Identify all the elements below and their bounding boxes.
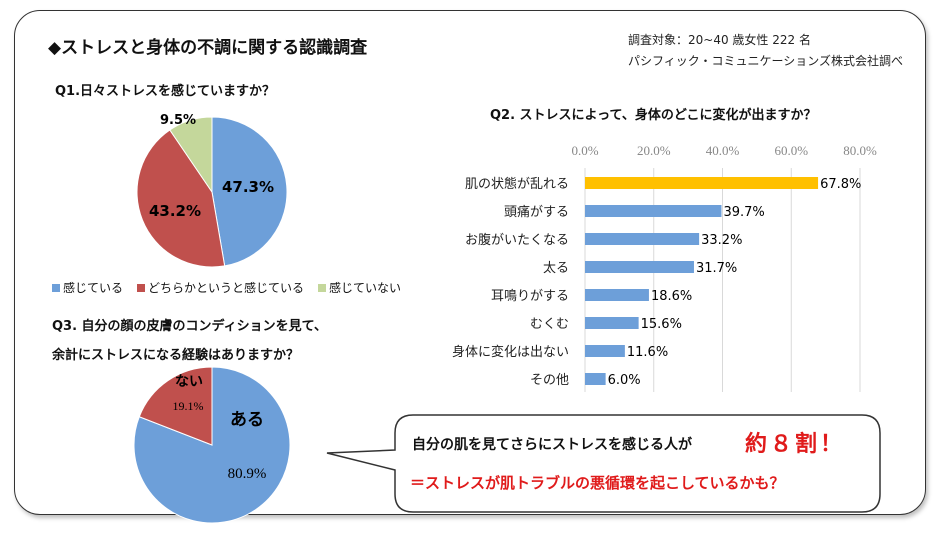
q3-title-line2: 余計にストレスになる経験はありますか？ bbox=[52, 348, 300, 363]
category-label: 耳鳴りがする bbox=[491, 289, 569, 304]
bar-value-label: 18.6% bbox=[651, 289, 692, 304]
slice-label: 9.5% bbox=[160, 113, 196, 128]
bar-value-label: 39.7% bbox=[723, 205, 764, 220]
slice-label: 43.2% bbox=[149, 202, 201, 220]
axis-tick-label: 0.0% bbox=[571, 143, 598, 158]
q1-title: Q1.日々ストレスを感じていますか？ bbox=[55, 84, 276, 99]
callout-line1: 自分の肌を見てさらにストレスを感じる人が bbox=[412, 437, 692, 453]
survey-target: 調査対象：20~40 歳女性 222 名 bbox=[628, 33, 811, 47]
bar bbox=[585, 177, 819, 189]
q1-legend: 感じている どちらかというと感じている 感じていない bbox=[52, 279, 401, 296]
slice-category-label: ない bbox=[175, 374, 203, 390]
slice-label: 80.9% bbox=[228, 466, 267, 482]
category-label: 肌の状態が乱れる bbox=[465, 176, 569, 192]
page-title: ◆ストレスと身体の不調に関する認識調査 bbox=[48, 38, 368, 58]
legend-label: 感じている bbox=[63, 281, 124, 295]
axis-tick-label: 80.0% bbox=[843, 143, 877, 158]
category-label: 身体に変化は出ない bbox=[452, 344, 569, 360]
q3-title-line1: Q3. 自分の顔の皮膚のコンディションを見て、 bbox=[52, 319, 328, 334]
legend-item: 感じていない bbox=[318, 279, 401, 296]
bar bbox=[585, 345, 625, 357]
bar bbox=[585, 233, 700, 245]
bar-value-label: 6.0% bbox=[608, 373, 641, 388]
pie-slice bbox=[138, 366, 213, 446]
axis-tick-label: 20.0% bbox=[637, 143, 671, 158]
pie-slice bbox=[136, 129, 226, 268]
axis-tick-label: 60.0% bbox=[774, 143, 808, 158]
category-label: 太る bbox=[543, 261, 569, 276]
bar bbox=[585, 317, 639, 329]
bar bbox=[585, 289, 649, 301]
category-label: その他 bbox=[530, 373, 569, 388]
bar-value-label: 11.6% bbox=[627, 345, 668, 360]
bar-value-label: 15.6% bbox=[641, 317, 682, 332]
survey-source: パシフィック・コミュニケーションズ株式会社調べ bbox=[628, 54, 904, 68]
bar-value-label: 67.8% bbox=[820, 177, 861, 192]
bar bbox=[585, 261, 694, 273]
callout-line2: ＝ストレスが肌トラブルの悪循環を起こしているかも？ bbox=[410, 474, 785, 492]
legend-label: 感じていない bbox=[329, 281, 402, 295]
bar bbox=[585, 205, 722, 217]
pie-slice bbox=[211, 116, 288, 267]
slice-category-label: ある bbox=[230, 410, 264, 430]
legend-item: 感じている bbox=[52, 279, 123, 296]
q2-title: Q2. ストレスによって、身体のどこに変化が出ますか？ bbox=[490, 108, 817, 123]
legend-item: どちらかというと感じている bbox=[137, 279, 304, 296]
legend-swatch bbox=[52, 284, 60, 292]
slice-label: 47.3% bbox=[222, 178, 274, 196]
legend-label: どちらかというと感じている bbox=[148, 281, 305, 295]
category-label: お腹がいたくなる bbox=[465, 232, 569, 248]
legend-swatch bbox=[318, 284, 327, 292]
callout-bubble bbox=[326, 414, 881, 513]
bar-value-label: 33.2% bbox=[701, 233, 742, 248]
pie-slice bbox=[169, 116, 213, 194]
category-label: むくむ bbox=[530, 317, 569, 332]
bar bbox=[585, 373, 606, 385]
axis-tick-label: 40.0% bbox=[706, 143, 740, 158]
callout-emphasis: 約８割！ bbox=[745, 432, 846, 457]
slice-label: 19.1% bbox=[173, 399, 204, 413]
category-label: 頭痛がする bbox=[504, 204, 569, 220]
pie-slice bbox=[133, 366, 291, 524]
bar-value-label: 31.7% bbox=[696, 261, 737, 276]
legend-swatch bbox=[137, 284, 146, 292]
